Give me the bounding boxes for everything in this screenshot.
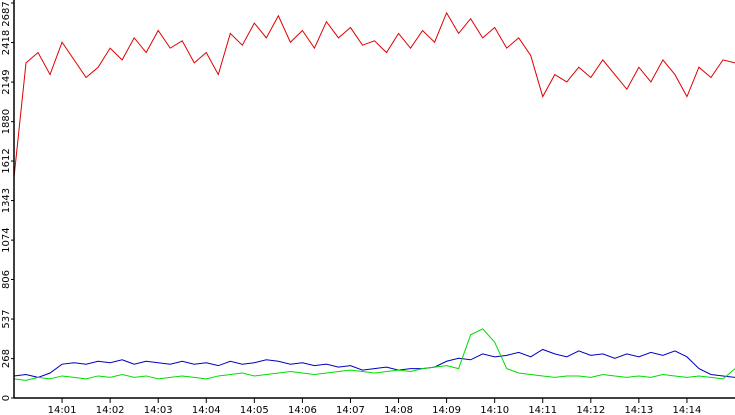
y-tick-label: 268 xyxy=(1,349,12,368)
x-tick-label: 14:06 xyxy=(288,405,317,415)
series-line xyxy=(13,11,735,178)
y-tick-label: 1880 xyxy=(1,109,12,134)
x-tick-label: 14:05 xyxy=(240,405,269,415)
x-tick-label: 14:11 xyxy=(528,405,557,415)
x-tick-label: 14:02 xyxy=(96,405,125,415)
x-tick-label: 14:01 xyxy=(48,405,77,415)
x-tick-label: 14:12 xyxy=(576,405,605,415)
x-tick-label: 14:08 xyxy=(384,405,413,415)
y-tick-label: 1612 xyxy=(1,148,12,173)
series-line xyxy=(13,328,735,381)
x-tick-label: 14:07 xyxy=(336,405,365,415)
y-tick-label: 2687 xyxy=(1,1,12,26)
x-tick-label: 14:13 xyxy=(624,405,653,415)
y-tick-label: 2149 xyxy=(1,69,12,94)
series-line xyxy=(13,348,735,378)
x-tick-label: 14:09 xyxy=(432,405,461,415)
y-tick-label: 2418 xyxy=(1,30,12,55)
x-tick-label: 14:10 xyxy=(480,405,509,415)
x-tick-label: 14:04 xyxy=(192,405,221,415)
y-tick-label: 1074 xyxy=(1,227,12,252)
y-tick-label: 0 xyxy=(1,395,12,401)
x-tick-label: 14:03 xyxy=(144,405,173,415)
x-tick-label: 14:14 xyxy=(673,405,702,415)
y-tick-label: 806 xyxy=(1,270,12,289)
y-tick-label: 1343 xyxy=(1,188,12,213)
y-tick-label: 537 xyxy=(1,310,12,329)
